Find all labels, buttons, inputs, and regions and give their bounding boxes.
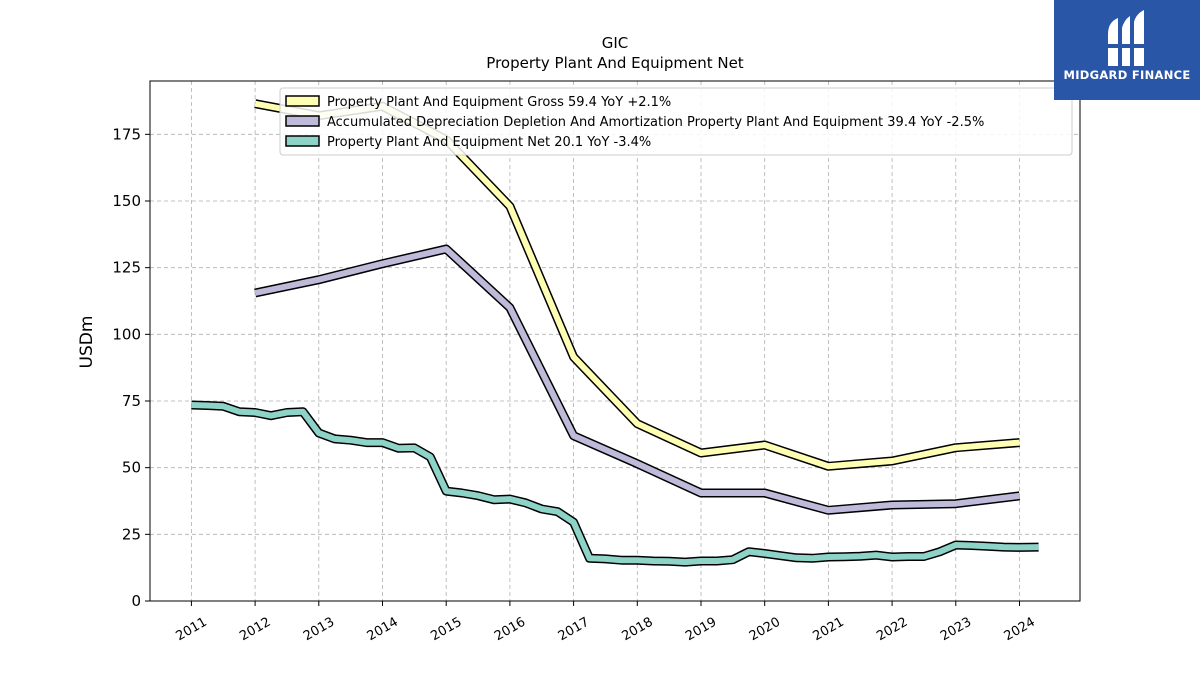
x-tick-label: 2019 [683, 615, 719, 645]
logo-text: MIDGARD FINANCE [1063, 68, 1191, 82]
logo-mark-icon [1106, 10, 1146, 66]
series-line-3 [191, 402, 1039, 566]
x-tick-label: 2023 [938, 615, 974, 645]
x-tick-label: 2012 [237, 615, 273, 645]
legend-swatch [285, 95, 320, 107]
x-tick-label: 2022 [874, 615, 910, 645]
chart-subtitle: Property Plant And Equipment Net [486, 54, 743, 72]
x-tick-label: 2011 [174, 615, 210, 645]
legend: Property Plant And Equipment Gross 59.4 … [279, 87, 1073, 156]
x-tick-label: 2018 [619, 615, 655, 645]
x-tick-label: 2015 [428, 615, 464, 645]
y-tick-label: 100 [112, 325, 141, 343]
x-tick-label: 2017 [556, 615, 592, 645]
y-tick-label: 50 [122, 459, 141, 477]
y-axis-label: USDm [77, 316, 97, 369]
series-outline-2 [254, 244, 1021, 515]
x-tick-label: 2014 [365, 615, 401, 645]
legend-box [279, 87, 1073, 156]
x-tick-label: 2016 [492, 615, 528, 645]
y-tick-label: 175 [112, 125, 141, 143]
legend-label: Accumulated Depreciation Depletion And A… [327, 115, 984, 130]
chart-title: GIC [602, 34, 629, 52]
midgard-finance-logo: MIDGARD FINANCE [1054, 0, 1200, 100]
y-tick-label: 25 [122, 525, 141, 543]
x-tick-label: 2020 [747, 615, 783, 645]
legend-swatch [285, 115, 320, 127]
x-tick-label: 2024 [1002, 615, 1038, 645]
plot-frame [149, 80, 1081, 602]
legend-label: Property Plant And Equipment Gross 59.4 … [327, 95, 671, 110]
y-axis: 0 25 50 75 100 125 150 175 [112, 125, 150, 610]
legend-label: Property Plant And Equipment Net 20.1 Yo… [327, 135, 651, 150]
y-tick-label: 75 [122, 392, 141, 410]
x-tick-label: 2013 [301, 615, 337, 645]
series-line-2 [254, 246, 1020, 514]
y-tick-label: 0 [131, 592, 141, 610]
grid-lines [150, 81, 1080, 602]
x-axis: 2011 2012 2013 2014 2015 2016 2017 2018 2019 2020… [174, 601, 1038, 644]
legend-swatch [285, 135, 320, 147]
x-tick-label: 2021 [811, 615, 847, 645]
y-tick-label: 125 [112, 259, 141, 277]
y-tick-label: 150 [112, 192, 141, 210]
